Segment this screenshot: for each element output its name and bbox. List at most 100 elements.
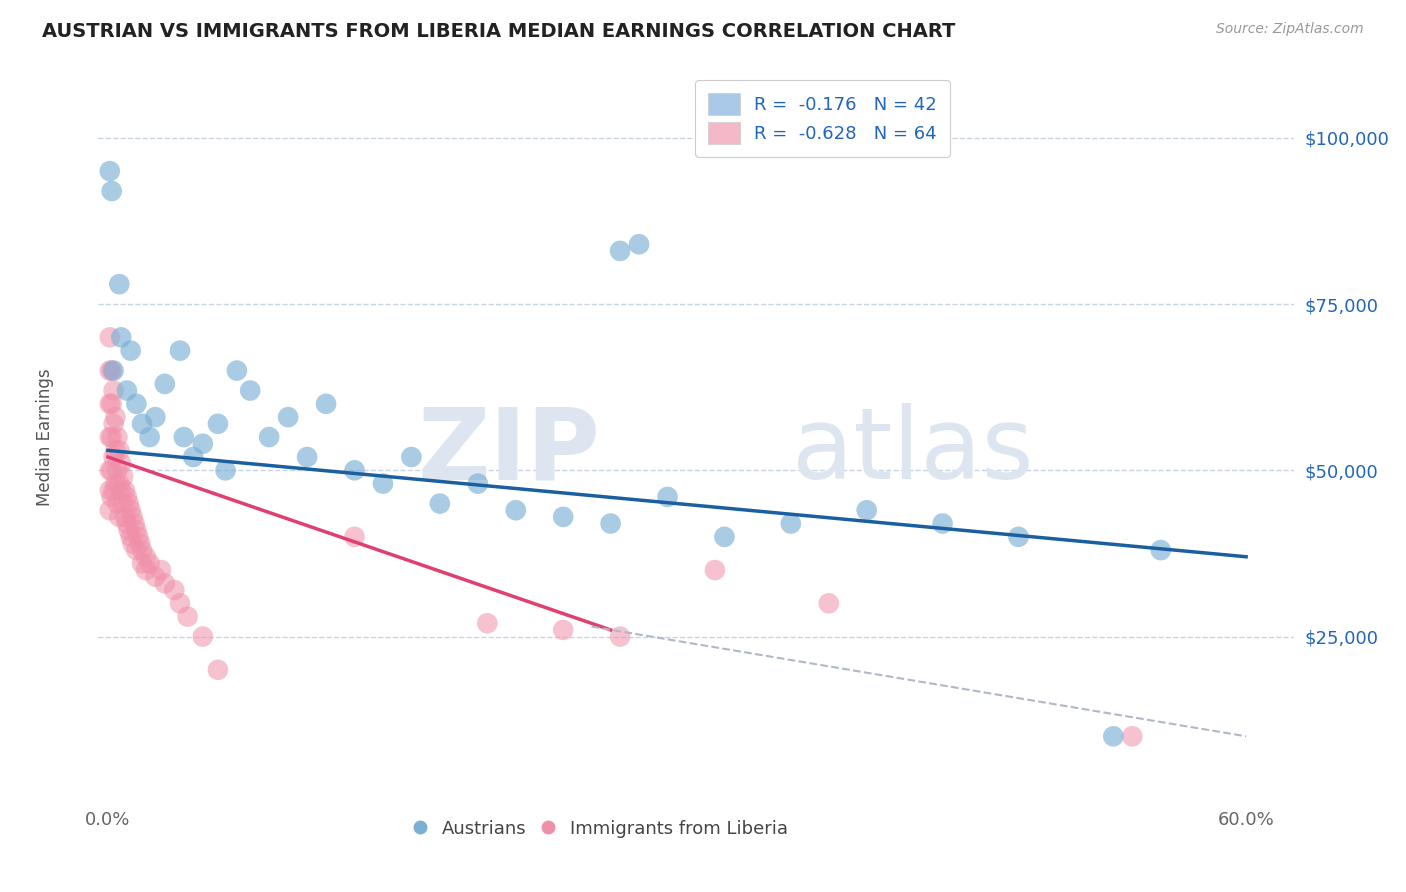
Point [153, 576, 176, 591]
Point [98, 503, 121, 517]
Point [429, 497, 451, 511]
Point [103, 483, 125, 498]
Point [103, 417, 125, 431]
Point [703, 563, 725, 577]
Point [153, 376, 176, 391]
Point [103, 450, 125, 464]
Point [125, 543, 148, 558]
Text: Median Earnings: Median Earnings [35, 368, 53, 506]
Point [143, 570, 166, 584]
Point [343, 463, 366, 477]
Point [931, 516, 953, 531]
Point [173, 430, 195, 444]
Point [1102, 729, 1125, 743]
Point [169, 343, 191, 358]
Point [239, 384, 262, 398]
Point [207, 417, 229, 431]
Point [150, 563, 173, 577]
Point [98, 483, 121, 498]
Point [103, 384, 125, 398]
Point [135, 563, 157, 577]
Point [315, 397, 337, 411]
Point [257, 430, 280, 444]
Point [110, 483, 132, 498]
Point [98, 430, 121, 444]
Text: Source: ZipAtlas.com: Source: ZipAtlas.com [1216, 22, 1364, 37]
Point [163, 582, 186, 597]
Point [779, 516, 801, 531]
Point [98, 397, 121, 411]
Point [115, 384, 138, 398]
Point [105, 430, 128, 444]
Point [609, 630, 631, 644]
Point [628, 237, 651, 252]
Point [131, 557, 153, 571]
Point [121, 509, 143, 524]
Point [100, 363, 122, 377]
Text: ZIP: ZIP [418, 403, 600, 500]
Point [105, 497, 128, 511]
Point [120, 530, 142, 544]
Text: AUSTRIAN VS IMMIGRANTS FROM LIBERIA MEDIAN EARNINGS CORRELATION CHART: AUSTRIAN VS IMMIGRANTS FROM LIBERIA MEDI… [42, 22, 956, 41]
Point [118, 497, 141, 511]
Point [103, 363, 125, 377]
Point [477, 616, 499, 631]
Point [98, 363, 121, 377]
Point [124, 516, 146, 531]
Point [295, 450, 318, 464]
Point [110, 457, 132, 471]
Point [120, 343, 142, 358]
Point [176, 609, 198, 624]
Point [191, 436, 214, 450]
Point [110, 330, 132, 344]
Point [505, 503, 527, 517]
Point [1007, 530, 1029, 544]
Point [108, 509, 131, 524]
Point [114, 509, 136, 524]
Point [104, 476, 127, 491]
Point [181, 450, 204, 464]
Point [135, 549, 157, 564]
Point [131, 543, 153, 558]
Point [115, 490, 138, 504]
Point [553, 623, 575, 637]
Point [1121, 729, 1143, 743]
Point [98, 330, 121, 344]
Point [100, 490, 122, 504]
Point [191, 630, 214, 644]
Point [98, 164, 121, 178]
Text: atlas: atlas [792, 403, 1033, 500]
Point [129, 536, 152, 550]
Point [277, 410, 299, 425]
Point [121, 536, 143, 550]
Point [138, 430, 160, 444]
Point [599, 516, 621, 531]
Point [100, 430, 122, 444]
Point [713, 530, 735, 544]
Point [817, 596, 839, 610]
Point [104, 443, 127, 458]
Point [108, 476, 131, 491]
Point [98, 463, 121, 477]
Point [371, 476, 394, 491]
Point [401, 450, 423, 464]
Point [467, 476, 489, 491]
Point [131, 417, 153, 431]
Point [138, 557, 160, 571]
Point [100, 184, 122, 198]
Point [657, 490, 679, 504]
Point [855, 503, 877, 517]
Point [169, 596, 191, 610]
Point [105, 463, 128, 477]
Point [100, 463, 122, 477]
Point [125, 397, 148, 411]
Point [104, 410, 127, 425]
Point [108, 443, 131, 458]
Point [214, 463, 236, 477]
Point [112, 470, 135, 484]
Point [108, 277, 131, 292]
Point [1150, 543, 1173, 558]
Point [120, 503, 142, 517]
Point [225, 363, 247, 377]
Point [115, 516, 138, 531]
